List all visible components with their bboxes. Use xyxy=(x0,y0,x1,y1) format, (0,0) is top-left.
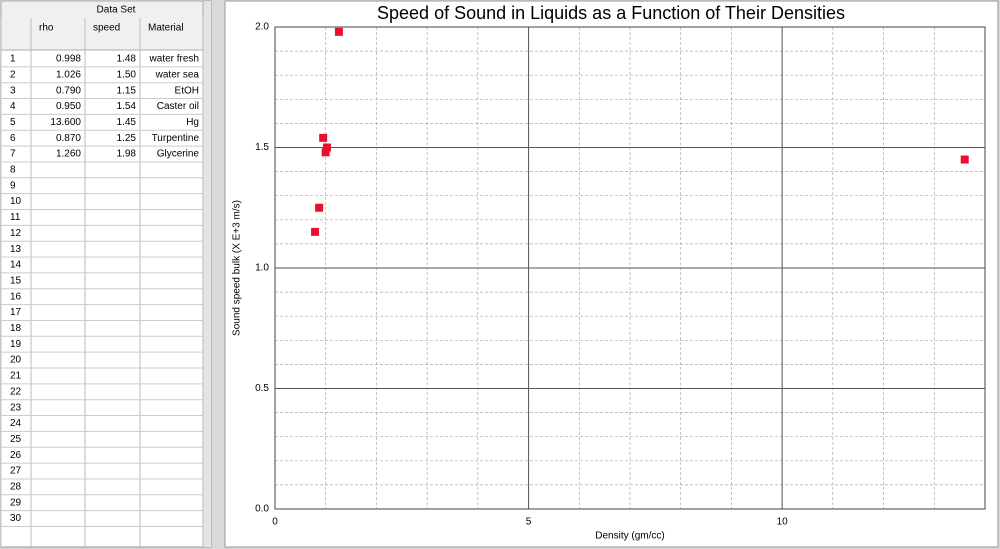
row-number: 18 xyxy=(10,323,22,334)
data-point xyxy=(334,27,343,36)
row-number: 21 xyxy=(10,371,22,382)
table-cell: 1.45 xyxy=(117,117,137,128)
row-number: 2 xyxy=(10,69,16,80)
data-point xyxy=(960,155,969,164)
table-cell: Caster oil xyxy=(157,101,199,112)
plot-frame xyxy=(274,26,986,510)
data-point xyxy=(323,143,332,152)
table-cell: EtOH xyxy=(175,85,199,96)
table-title: Data Set xyxy=(97,5,136,16)
chart-panel xyxy=(224,0,999,548)
row-number: 28 xyxy=(10,482,22,493)
data-point xyxy=(319,133,328,142)
row-number: 13 xyxy=(10,244,22,255)
table-cell: 0.870 xyxy=(56,133,81,144)
row-number: 30 xyxy=(10,513,22,524)
y-tick-label: 2.0 xyxy=(255,22,269,33)
row-number: 10 xyxy=(10,196,22,207)
x-tick-label: 10 xyxy=(777,517,789,528)
row-number: 1 xyxy=(10,54,16,65)
row-number: 16 xyxy=(10,291,22,302)
table-cell: Glycerine xyxy=(157,149,200,160)
row-number: 17 xyxy=(10,307,22,318)
x-tick-label: 0 xyxy=(272,517,278,528)
row-number: 19 xyxy=(10,339,22,350)
y-tick-label: 1.0 xyxy=(255,263,269,274)
table-panel xyxy=(0,0,212,548)
row-number: 15 xyxy=(10,275,22,286)
table-cell: 0.998 xyxy=(56,54,81,65)
table-scroll-area xyxy=(203,1,211,547)
row-number: 6 xyxy=(10,133,16,144)
row-number: 29 xyxy=(10,497,22,508)
row-number: 9 xyxy=(10,180,16,191)
chart-title: Speed of Sound in Liquids as a Function … xyxy=(377,3,845,23)
row-number: 11 xyxy=(10,212,21,223)
table-cell: 1.50 xyxy=(117,69,137,80)
table-cell: 13.600 xyxy=(50,117,81,128)
table-cell: water fresh xyxy=(149,54,199,65)
row-number: 25 xyxy=(10,434,22,445)
row-number: 24 xyxy=(10,418,22,429)
row-number: 12 xyxy=(10,228,22,239)
table-cell: 0.950 xyxy=(56,101,81,112)
y-tick-label: 1.5 xyxy=(255,142,269,153)
column-header: rho xyxy=(39,23,54,34)
y-tick-label: 0.5 xyxy=(255,383,269,394)
column-header: speed xyxy=(93,23,120,34)
table-header xyxy=(0,0,204,51)
row-number: 4 xyxy=(10,101,16,112)
row-number: 14 xyxy=(10,260,22,271)
data-point xyxy=(315,203,324,212)
x-axis-label: Density (gm/cc) xyxy=(595,531,664,542)
table-cell: 1.260 xyxy=(56,149,81,160)
row-number: 27 xyxy=(10,466,22,477)
table-cell: 1.48 xyxy=(117,54,137,65)
row-number: 7 xyxy=(10,149,16,160)
table-cell: 1.54 xyxy=(117,101,137,112)
table-cell: 1.25 xyxy=(117,133,137,144)
x-tick-label: 5 xyxy=(526,517,532,528)
row-number: 5 xyxy=(10,117,16,128)
table-cell: 1.026 xyxy=(56,69,81,80)
row-number: 23 xyxy=(10,402,22,413)
y-axis-label: Sound speed bulk (X E+3 m/s) xyxy=(232,200,243,336)
table-cell: 1.98 xyxy=(117,149,137,160)
row-number: 22 xyxy=(10,386,22,397)
row-number: 8 xyxy=(10,165,16,176)
row-number: 26 xyxy=(10,450,22,461)
row-number: 3 xyxy=(10,85,16,96)
table-cell: Turpentine xyxy=(152,133,200,144)
column-header: Material xyxy=(148,23,184,34)
table-cell: water sea xyxy=(155,69,200,80)
data-point xyxy=(321,148,330,157)
y-tick-label: 0.0 xyxy=(255,504,269,515)
table-cell: Hg xyxy=(186,117,199,128)
row-number: 20 xyxy=(10,355,22,366)
data-point xyxy=(311,227,320,236)
table-cell: 0.790 xyxy=(56,85,81,96)
table-cell: 1.15 xyxy=(117,85,137,96)
